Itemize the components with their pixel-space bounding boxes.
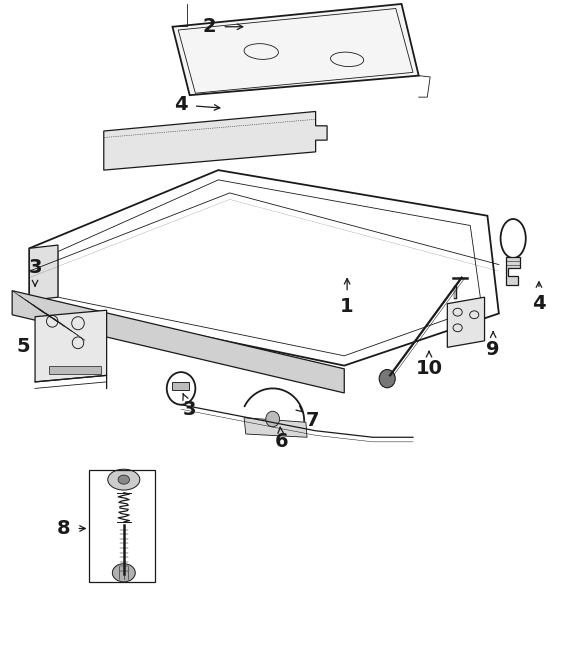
- Bar: [172, 382, 188, 390]
- Bar: [90, 470, 156, 582]
- Polygon shape: [447, 297, 484, 347]
- Ellipse shape: [118, 475, 130, 484]
- Ellipse shape: [113, 564, 135, 582]
- Text: 3: 3: [28, 259, 42, 278]
- Text: 6: 6: [274, 432, 288, 451]
- Circle shape: [266, 411, 280, 427]
- Polygon shape: [104, 112, 327, 170]
- Circle shape: [379, 370, 395, 388]
- Text: 4: 4: [532, 295, 546, 313]
- Polygon shape: [244, 418, 307, 438]
- Text: 1: 1: [340, 298, 354, 317]
- Text: 4: 4: [174, 95, 188, 114]
- Ellipse shape: [108, 470, 140, 490]
- Text: 9: 9: [486, 340, 500, 358]
- Polygon shape: [12, 291, 344, 393]
- Text: 3: 3: [183, 400, 196, 419]
- Text: 7: 7: [306, 411, 320, 430]
- Polygon shape: [29, 245, 58, 300]
- Text: 2: 2: [203, 17, 216, 37]
- Polygon shape: [35, 310, 107, 382]
- Polygon shape: [506, 257, 520, 285]
- Bar: [49, 366, 101, 374]
- Text: 5: 5: [17, 336, 30, 355]
- Text: 10: 10: [416, 359, 443, 378]
- Text: 8: 8: [57, 519, 71, 538]
- Polygon shape: [172, 4, 418, 95]
